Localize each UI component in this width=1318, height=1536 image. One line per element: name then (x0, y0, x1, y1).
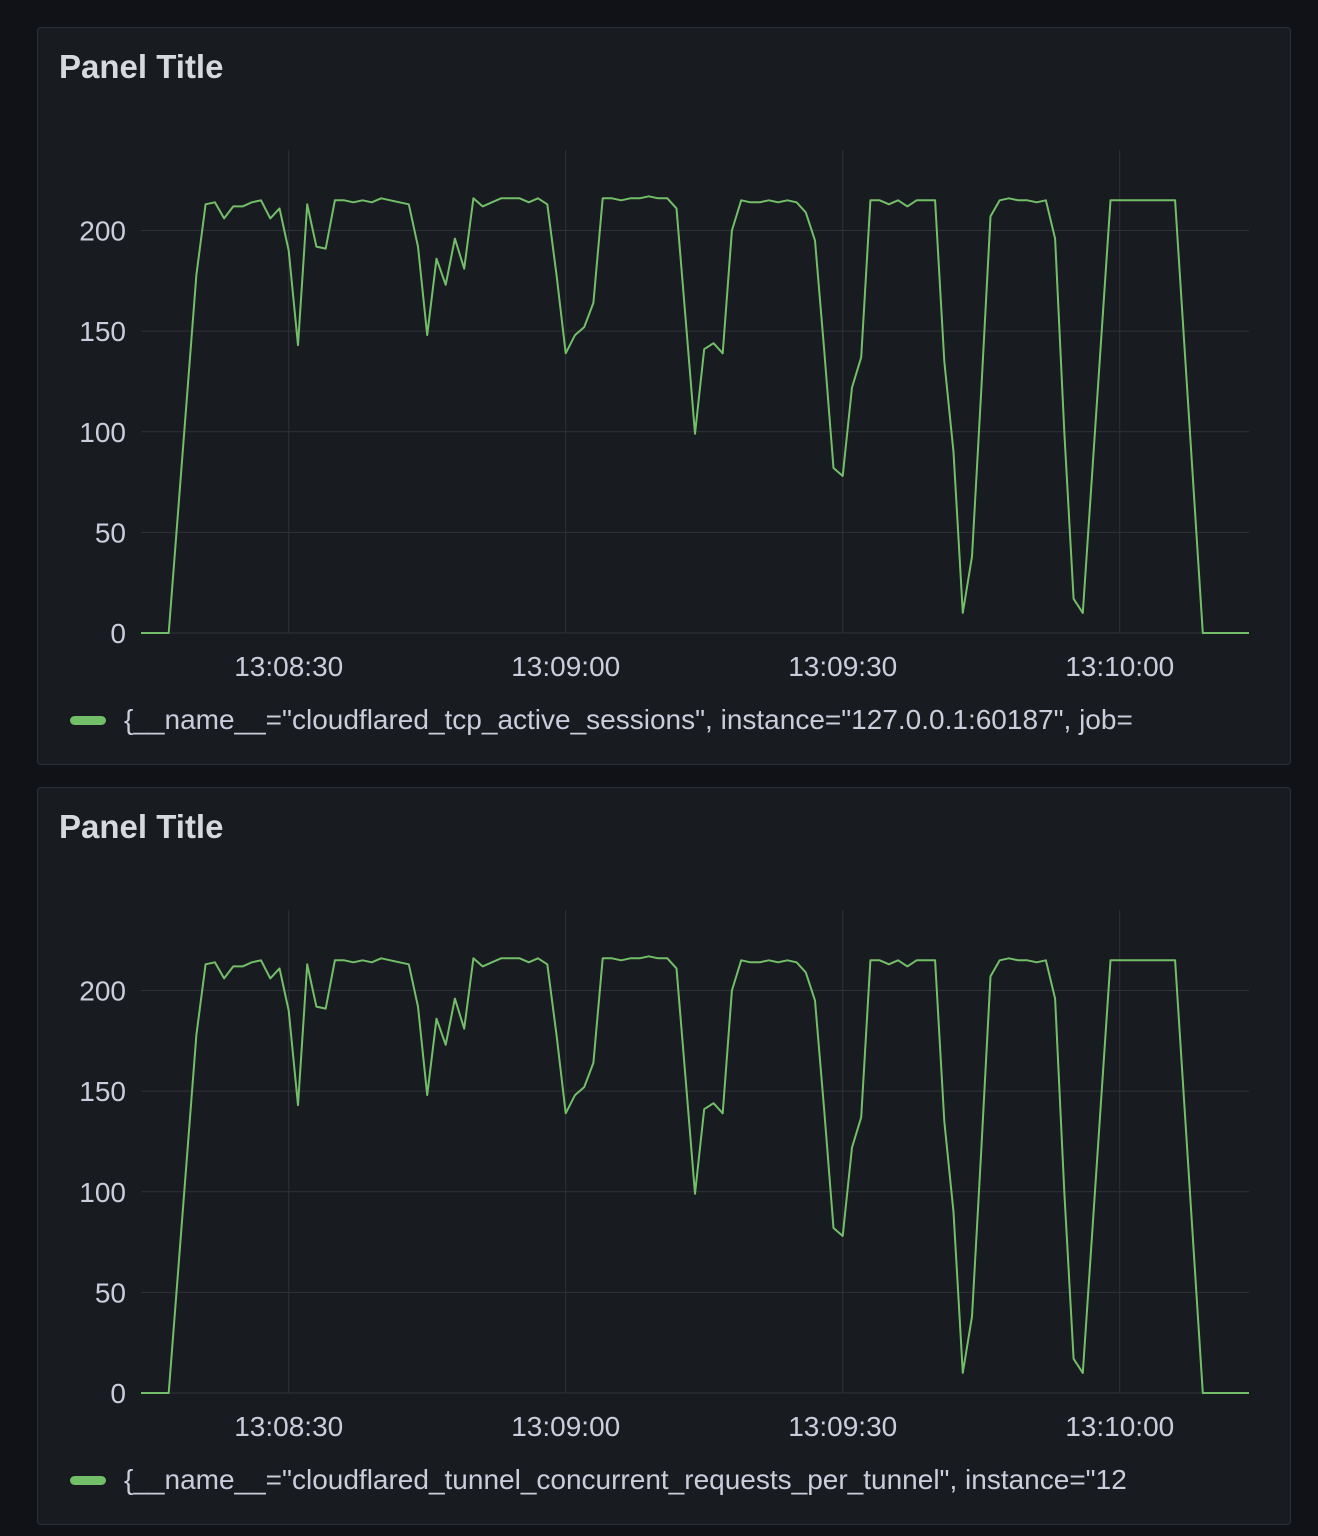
y-tick-label: 100 (79, 1177, 126, 1208)
y-tick-label: 150 (79, 316, 126, 347)
panel-title[interactable]: Panel Title (59, 808, 224, 845)
panel-concurrent-requests[interactable]: Panel Title 0 50 100 150 200 13:08:30 13:09:00… (37, 787, 1291, 1525)
y-tick-label: 100 (79, 417, 126, 448)
time-series-chart[interactable]: 0 50 100 150 200 13:08:30 13:09:00 13:09:30 13:1… (38, 788, 1290, 1448)
y-tick-label: 0 (110, 618, 126, 649)
legend-item[interactable]: {__name__="cloudflared_tcp_active_sessio… (70, 700, 1268, 740)
series-line (141, 195, 1249, 634)
y-tick-label: 150 (79, 1076, 126, 1107)
legend-line-swatch-icon (70, 715, 106, 725)
y-tick-label: 50 (95, 1277, 126, 1308)
panel-active-sessions[interactable]: Panel Title 0 50 100 150 200 13:08:30 13:09:00… (37, 27, 1291, 765)
panel-title[interactable]: Panel Title (59, 48, 224, 85)
y-tick-label: 200 (79, 216, 126, 247)
x-tick-label: 13:09:00 (511, 1411, 620, 1442)
legend-label[interactable]: {__name__="cloudflared_tunnel_concurrent… (124, 1464, 1127, 1495)
legend-line-swatch-icon (70, 1475, 106, 1485)
x-tick-label: 13:10:00 (1065, 651, 1174, 682)
legend-label[interactable]: {__name__="cloudflared_tcp_active_sessio… (124, 704, 1133, 735)
series-line (141, 955, 1249, 1394)
x-tick-label: 13:08:30 (234, 651, 343, 682)
y-tick-label: 200 (79, 976, 126, 1007)
x-tick-label: 13:10:00 (1065, 1411, 1174, 1442)
y-tick-label: 0 (110, 1378, 126, 1409)
legend-item[interactable]: {__name__="cloudflared_tunnel_concurrent… (70, 1460, 1268, 1500)
x-tick-label: 13:08:30 (234, 1411, 343, 1442)
x-tick-label: 13:09:00 (511, 651, 620, 682)
x-tick-label: 13:09:30 (788, 651, 897, 682)
x-tick-label: 13:09:30 (788, 1411, 897, 1442)
time-series-chart[interactable]: 0 50 100 150 200 13:08:30 13:09:00 13:09:30 13:1… (38, 28, 1290, 688)
y-tick-label: 50 (95, 517, 126, 548)
